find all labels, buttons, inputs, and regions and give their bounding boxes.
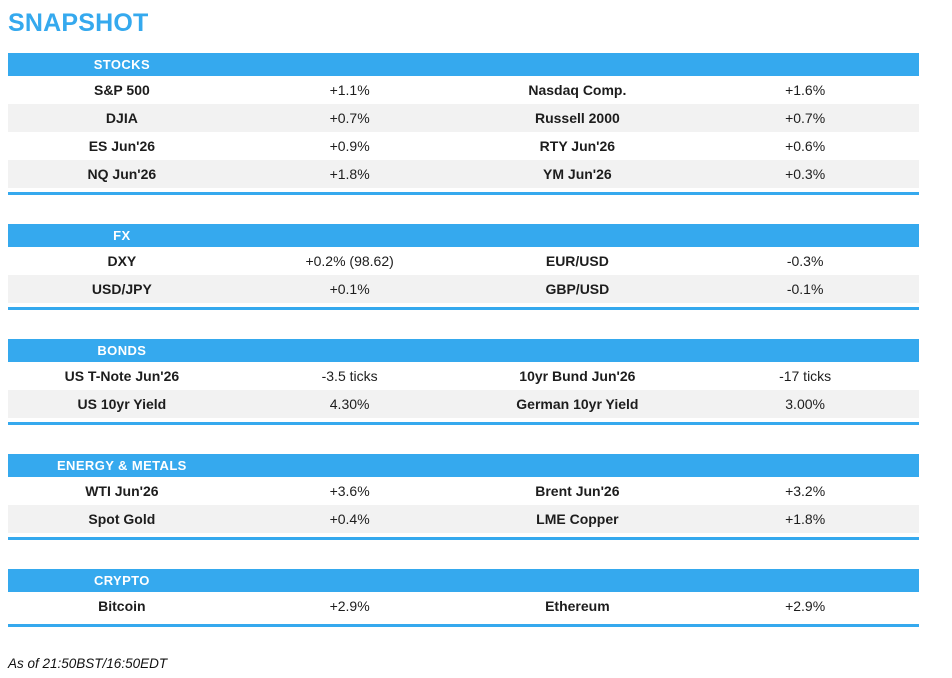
section-crypto: CRYPTO Bitcoin +2.9% Ethereum +2.9% bbox=[8, 569, 919, 627]
section-header: CRYPTO bbox=[8, 569, 919, 592]
table-row: US T-Note Jun'26 -3.5 ticks 10yr Bund Jun'… bbox=[8, 362, 919, 390]
instrument-name: RTY Jun'26 bbox=[539, 138, 616, 154]
instrument-value: +0.4% bbox=[329, 511, 370, 527]
instrument-name: Nasdaq Comp. bbox=[528, 82, 627, 98]
instrument-name: ES Jun'26 bbox=[88, 138, 156, 154]
section-bonds: BONDS US T-Note Jun'26 -3.5 ticks 10yr Bund… bbox=[8, 339, 919, 425]
section-label: ENERGY & METALS bbox=[56, 458, 187, 473]
market-sections: STOCKS S&P 500 +1.1% Nasdaq Comp. +1.6% DJIA +… bbox=[8, 53, 919, 627]
section-header: FX bbox=[8, 224, 919, 247]
instrument-name: YM Jun'26 bbox=[543, 166, 612, 182]
instrument-name: Bitcoin bbox=[98, 598, 146, 614]
table-row: WTI Jun'26 +3.6% Brent Jun'26 +3.2% bbox=[8, 477, 919, 505]
instrument-name: Russell 2000 bbox=[534, 110, 620, 126]
instrument-value: +0.3% bbox=[785, 166, 826, 182]
section-fx: FX DXY +0.2% (98.62) EUR/USD -0.3% USD/JPY +0.… bbox=[8, 224, 919, 310]
table-row: Bitcoin +2.9% Ethereum +2.9% bbox=[8, 592, 919, 620]
instrument-value: +2.9% bbox=[785, 598, 826, 614]
section-energy-metals: ENERGY & METALS WTI Jun'26 +3.6% Brent Jun'… bbox=[8, 454, 919, 540]
timestamp-note: As of 21:50BST/16:50EDT bbox=[8, 656, 168, 671]
instrument-value: +1.1% bbox=[329, 82, 370, 98]
instrument-name: DJIA bbox=[105, 110, 138, 126]
table-row: S&P 500 +1.1% Nasdaq Comp. +1.6% bbox=[8, 76, 919, 104]
instrument-value: +0.2% (98.62) bbox=[305, 253, 394, 269]
instrument-name: 10yr Bund Jun'26 bbox=[519, 368, 636, 384]
page-title: SNAPSHOT bbox=[8, 9, 149, 37]
instrument-name: US 10yr Yield bbox=[77, 396, 167, 412]
instrument-value: +0.7% bbox=[329, 110, 370, 126]
instrument-value: -3.5 ticks bbox=[321, 368, 378, 384]
section-header: ENERGY & METALS bbox=[8, 454, 919, 477]
instrument-name: Brent Jun'26 bbox=[535, 483, 620, 499]
instrument-name: NQ Jun'26 bbox=[87, 166, 157, 182]
instrument-value: +0.9% bbox=[329, 138, 370, 154]
instrument-name: WTI Jun'26 bbox=[85, 483, 159, 499]
instrument-value: +0.1% bbox=[329, 281, 370, 297]
table-row: ES Jun'26 +0.9% RTY Jun'26 +0.6% bbox=[8, 132, 919, 160]
table-row: NQ Jun'26 +1.8% YM Jun'26 +0.3% bbox=[8, 160, 919, 188]
table-row: DJIA +0.7% Russell 2000 +0.7% bbox=[8, 104, 919, 132]
section-header: STOCKS bbox=[8, 53, 919, 76]
instrument-value: +1.8% bbox=[329, 166, 370, 182]
instrument-name: German 10yr Yield bbox=[516, 396, 639, 412]
section-header: BONDS bbox=[8, 339, 919, 362]
instrument-name: Spot Gold bbox=[88, 511, 156, 527]
section-stocks: STOCKS S&P 500 +1.1% Nasdaq Comp. +1.6% DJIA +… bbox=[8, 53, 919, 195]
section-label: FX bbox=[113, 228, 131, 243]
table-row: DXY +0.2% (98.62) EUR/USD -0.3% bbox=[8, 247, 919, 275]
instrument-value: -0.3% bbox=[786, 253, 824, 269]
table-row: Spot Gold +0.4% LME Copper +1.8% bbox=[8, 505, 919, 533]
instrument-name: US T-Note Jun'26 bbox=[64, 368, 180, 384]
instrument-value: -17 ticks bbox=[779, 368, 832, 384]
instrument-name: Ethereum bbox=[545, 598, 610, 614]
instrument-value: +0.7% bbox=[785, 110, 826, 126]
instrument-value: -0.1% bbox=[786, 281, 824, 297]
instrument-name: LME Copper bbox=[536, 511, 619, 527]
instrument-value: +3.6% bbox=[329, 483, 370, 499]
instrument-value: 3.00% bbox=[785, 396, 825, 412]
section-label: STOCKS bbox=[93, 57, 151, 72]
section-label: BONDS bbox=[97, 343, 147, 358]
table-row: USD/JPY +0.1% GBP/USD -0.1% bbox=[8, 275, 919, 303]
instrument-name: DXY bbox=[107, 253, 137, 269]
instrument-name: S&P 500 bbox=[93, 82, 150, 98]
instrument-value: +1.8% bbox=[785, 511, 826, 527]
instrument-name: USD/JPY bbox=[91, 281, 152, 297]
instrument-name: GBP/USD bbox=[545, 281, 610, 297]
instrument-name: EUR/USD bbox=[545, 253, 609, 269]
instrument-value: +2.9% bbox=[329, 598, 370, 614]
instrument-value: +3.2% bbox=[785, 483, 826, 499]
table-row: US 10yr Yield 4.30% German 10yr Yield 3.00% bbox=[8, 390, 919, 418]
instrument-value: +0.6% bbox=[785, 138, 826, 154]
instrument-value: 4.30% bbox=[329, 396, 370, 412]
instrument-value: +1.6% bbox=[785, 82, 826, 98]
section-label: CRYPTO bbox=[93, 573, 150, 588]
